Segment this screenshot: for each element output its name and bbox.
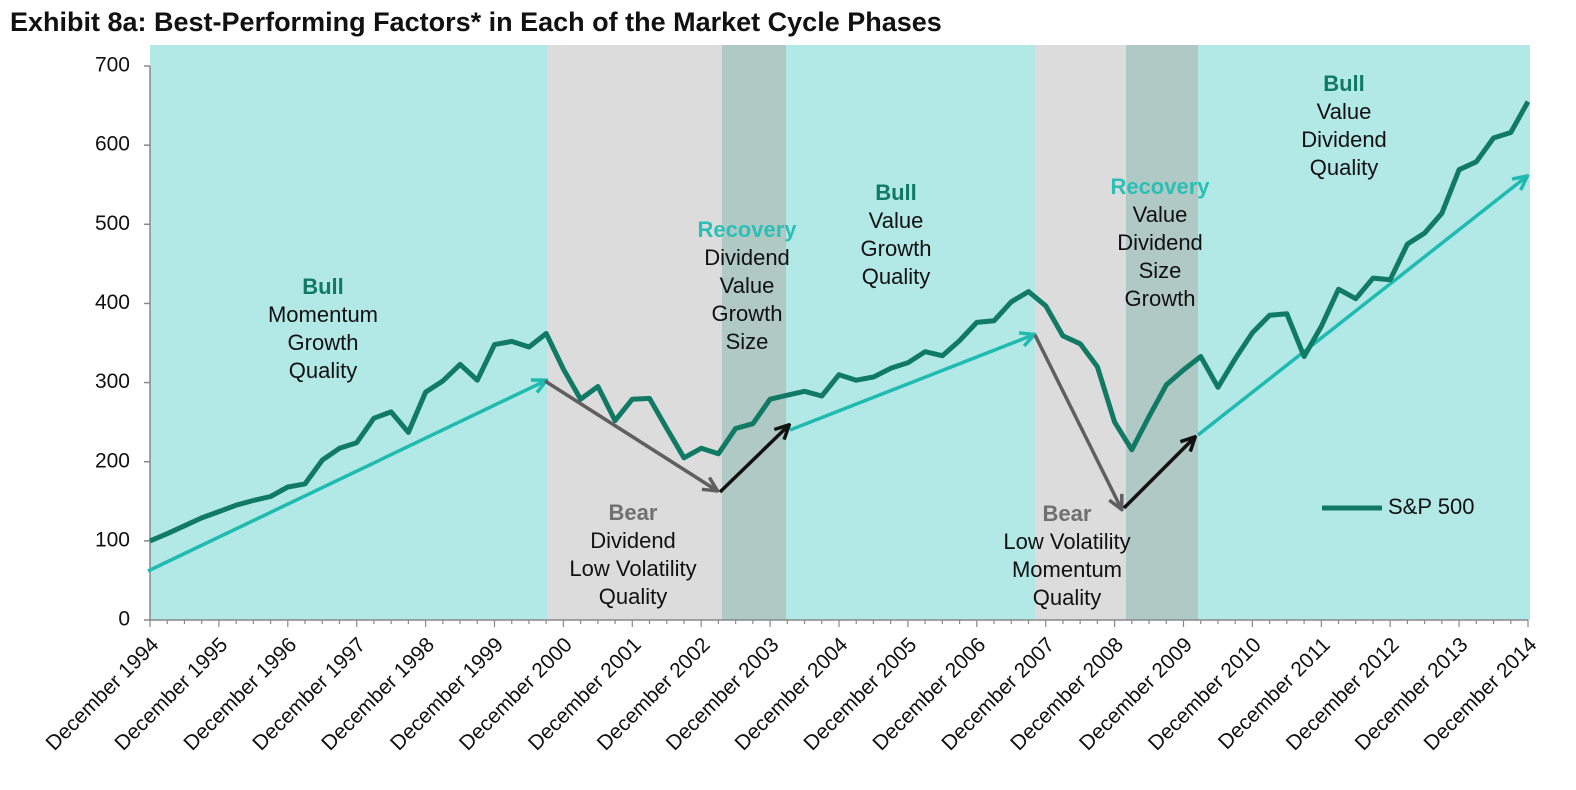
phase-factor: Value (720, 273, 775, 298)
phase-arrow (1033, 334, 1121, 508)
phase-arrow (718, 426, 788, 494)
phase-factor: Dividend (590, 528, 676, 553)
phase-name: Bear (609, 500, 658, 525)
y-tick-label: 100 (95, 528, 130, 551)
phase-factor: Quality (599, 584, 667, 609)
phase-name: Bull (875, 180, 917, 205)
phase-arrow (544, 379, 716, 490)
phase-arrow (1196, 177, 1526, 437)
phase-factor: Dividend (704, 245, 790, 270)
phase-factor: Size (726, 329, 769, 354)
phase-name: Recovery (697, 217, 797, 242)
phase-factor: Value (1133, 202, 1188, 227)
phase-arrow (1122, 438, 1194, 510)
line-series (149, 100, 1531, 544)
phase-region (722, 45, 786, 620)
phase-factor: Quality (1033, 585, 1101, 610)
phase-factor: Dividend (1117, 230, 1203, 255)
phase-factor: Momentum (1012, 557, 1122, 582)
phase-factor: Value (869, 208, 924, 233)
phase-factor: Growth (288, 330, 359, 355)
phase-factor: Quality (862, 264, 930, 289)
phase-name: Recovery (1110, 174, 1210, 199)
phase-factor: Size (1139, 258, 1182, 283)
y-tick-label: 600 (95, 133, 130, 156)
phase-factor: Momentum (268, 302, 378, 327)
x-tick-label: December 1994 (42, 633, 164, 755)
phase-arrow (147, 381, 545, 573)
phase-factor: Growth (1125, 286, 1196, 311)
phase-factor: Low Volatility (569, 556, 696, 581)
phase-name: Bull (1323, 71, 1365, 96)
y-tick-label: 300 (95, 370, 130, 393)
phase-factor: Value (1317, 99, 1372, 124)
phase-region (547, 45, 722, 620)
phase-factor: Dividend (1301, 127, 1387, 152)
y-tick-label: 0 (118, 608, 130, 631)
phase-name: Bull (302, 274, 344, 299)
phase-arrow (789, 335, 1033, 432)
phase-factor: Growth (861, 236, 932, 261)
phase-region (1126, 45, 1198, 620)
phase-factor: Quality (289, 358, 357, 383)
phase-factor: Growth (712, 301, 783, 326)
y-tick-label: 500 (95, 212, 130, 235)
legend-label: S&P 500 (1388, 494, 1474, 519)
y-tick-label: 200 (95, 449, 130, 472)
phase-name: Bear (1043, 501, 1092, 526)
phase-region (1035, 45, 1126, 620)
phase-factor: Low Volatility (1003, 529, 1130, 554)
chart-title: Exhibit 8a: Best-Performing Factors* in … (10, 7, 942, 37)
y-tick-label: 400 (95, 291, 130, 314)
y-tick-label: 700 (95, 54, 130, 77)
phase-region (786, 45, 1035, 620)
phase-factor: Quality (1310, 155, 1378, 180)
phase-region (150, 45, 547, 620)
